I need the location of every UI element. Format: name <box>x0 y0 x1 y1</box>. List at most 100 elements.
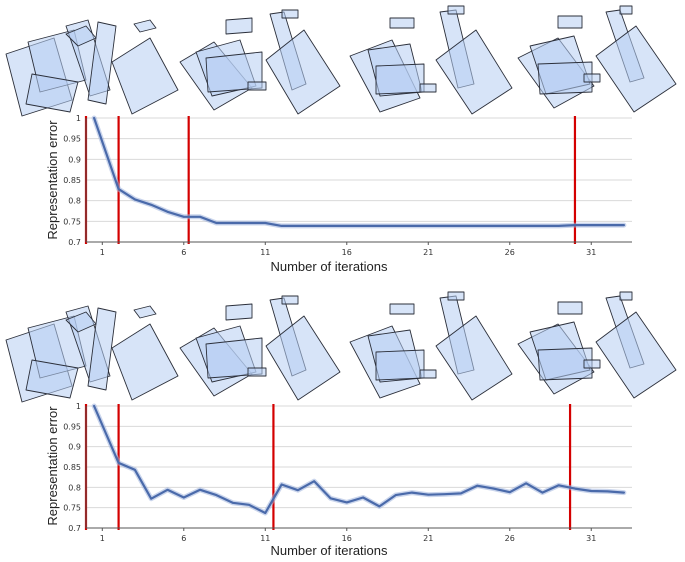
chart-bottom-data-point <box>313 480 315 483</box>
chart-bottom-data-point <box>134 469 136 471</box>
chart-bottom-data-point <box>508 491 511 494</box>
box-arrangement-icon <box>179 295 341 401</box>
chart-bottom-data-point <box>264 512 267 514</box>
bottom-box-renderings <box>5 291 677 403</box>
chart-bottom-data-point <box>427 493 430 496</box>
chart-top-xtick-label: 31 <box>586 248 596 257</box>
chart-bottom-xtick-label: 26 <box>505 534 515 543</box>
chart-bottom-data-point <box>182 496 185 499</box>
chart-bottom-xtick-label: 31 <box>586 534 596 543</box>
chart-top-data-point <box>248 222 250 224</box>
chart-top-data-point <box>297 225 299 227</box>
chart-bottom-grid <box>86 405 632 529</box>
chart-bottom-data-point <box>231 501 234 504</box>
chart-top-ytick-label: 1 <box>76 114 81 123</box>
chart-top-data-point <box>606 224 609 226</box>
chart-top-xtick-label: 21 <box>423 248 433 257</box>
chart-top-data-point <box>215 222 218 224</box>
chart-bottom-data-point <box>606 490 609 493</box>
chart-bottom-xtick-label: 16 <box>342 534 352 543</box>
chart-bottom-data-point <box>117 462 120 464</box>
chart-top-ytick-label: 0.9 <box>68 155 81 164</box>
chart-bottom-data-point <box>411 491 413 494</box>
box-arrangement-icon <box>5 305 179 403</box>
chart-top-data-point <box>590 224 593 226</box>
chart-top-data-point <box>378 225 381 227</box>
chart-bottom-data-point <box>394 494 397 496</box>
chart-top-ytick-label: 0.8 <box>68 197 81 206</box>
chart-bottom-data-point <box>525 482 527 485</box>
chart-bottom-data-point <box>199 488 201 491</box>
chart-bottom-data-point <box>443 493 446 496</box>
chart-bottom-ytick-label: 0.95 <box>63 422 81 431</box>
chart-top-data-point <box>93 117 95 119</box>
chart-top-data-point <box>525 225 527 227</box>
chart-bottom-xtick-label: 6 <box>181 534 186 543</box>
chart-top-data-point <box>492 225 495 227</box>
chart-bottom-data-point <box>378 505 381 508</box>
chart-bottom-ytick-label: 0.75 <box>63 504 81 513</box>
chart-top-data-point <box>427 225 430 227</box>
chart-top-data-point <box>508 225 511 227</box>
chart-bottom-data-point <box>150 497 152 500</box>
box-arrangement-icon <box>349 291 513 401</box>
chart-bottom-data-point <box>590 490 593 492</box>
chart-bottom-data-point <box>541 491 544 494</box>
chart-bottom-ytick-label: 1 <box>76 402 81 411</box>
chart-bottom-xlabel: Number of iterations <box>270 543 388 558</box>
chart-bottom-data-point <box>623 491 625 494</box>
chart-bottom-data-point <box>280 483 283 486</box>
chart-bottom-data-point <box>476 484 478 487</box>
chart-top-ytick-label: 0.95 <box>63 135 81 144</box>
chart-bottom-data-point <box>557 484 560 487</box>
chart-bottom-ytick-label: 0.85 <box>63 463 81 472</box>
chart-bottom-data-point <box>362 496 364 499</box>
box-arrangement-icon <box>179 9 341 115</box>
chart-top-data-point <box>541 225 544 227</box>
chart-top-data-point <box>329 225 332 227</box>
chart-top-data-point <box>231 222 234 224</box>
chart-top-data-point <box>166 211 169 213</box>
box-arrangement-icon <box>349 5 513 115</box>
chart-top-ytick-label: 0.7 <box>68 238 81 247</box>
chart-top-data-point <box>476 225 478 227</box>
chart-top-series-line <box>92 116 626 227</box>
chart-bottom-ytick-label: 0.9 <box>68 443 81 452</box>
chart-top-data-point <box>411 225 413 227</box>
chart-top-xtick-label: 1 <box>100 248 105 257</box>
box-arrangement-icon <box>517 5 677 113</box>
chart-top-data-point <box>623 224 625 226</box>
chart-bottom-data-point <box>248 504 250 506</box>
chart-top-data-point <box>264 222 267 224</box>
chart-top-xtick-label: 6 <box>181 248 186 257</box>
chart-top-data-point <box>394 225 397 227</box>
chart-top-data-point <box>574 224 576 226</box>
chart-top-data-point <box>345 225 348 227</box>
chart-bottom-data-point <box>166 488 169 491</box>
chart-bottom-data-point <box>329 497 332 500</box>
chart-top-data-point <box>182 215 185 218</box>
box-arrangement-icon <box>517 291 677 399</box>
chart-top-series <box>91 115 627 229</box>
chart-bottom-xtick-label: 21 <box>423 534 433 543</box>
chart-top-ytick-label: 0.85 <box>63 176 81 185</box>
chart-bottom-data-point <box>492 487 495 490</box>
chart-top-xlabel: Number of iterations <box>270 259 388 274</box>
top-box-renderings <box>5 5 677 117</box>
chart-top-data-point <box>460 225 462 227</box>
chart-top-series-line-glow <box>91 115 627 229</box>
chart-bottom-data-point <box>297 489 299 491</box>
chart-top-data-point <box>150 204 152 206</box>
chart-bottom-data-point <box>345 501 348 504</box>
chart-bottom-data-point <box>93 405 95 407</box>
chart-bottom-ytick-label: 0.7 <box>68 524 81 533</box>
chart-bottom-data-point <box>460 492 462 495</box>
chart-top-ylabel: Representation error <box>45 120 60 240</box>
chart-top-data-point <box>443 225 446 227</box>
chart-top-grid <box>86 117 632 243</box>
chart-bottom-data-point <box>215 494 218 496</box>
